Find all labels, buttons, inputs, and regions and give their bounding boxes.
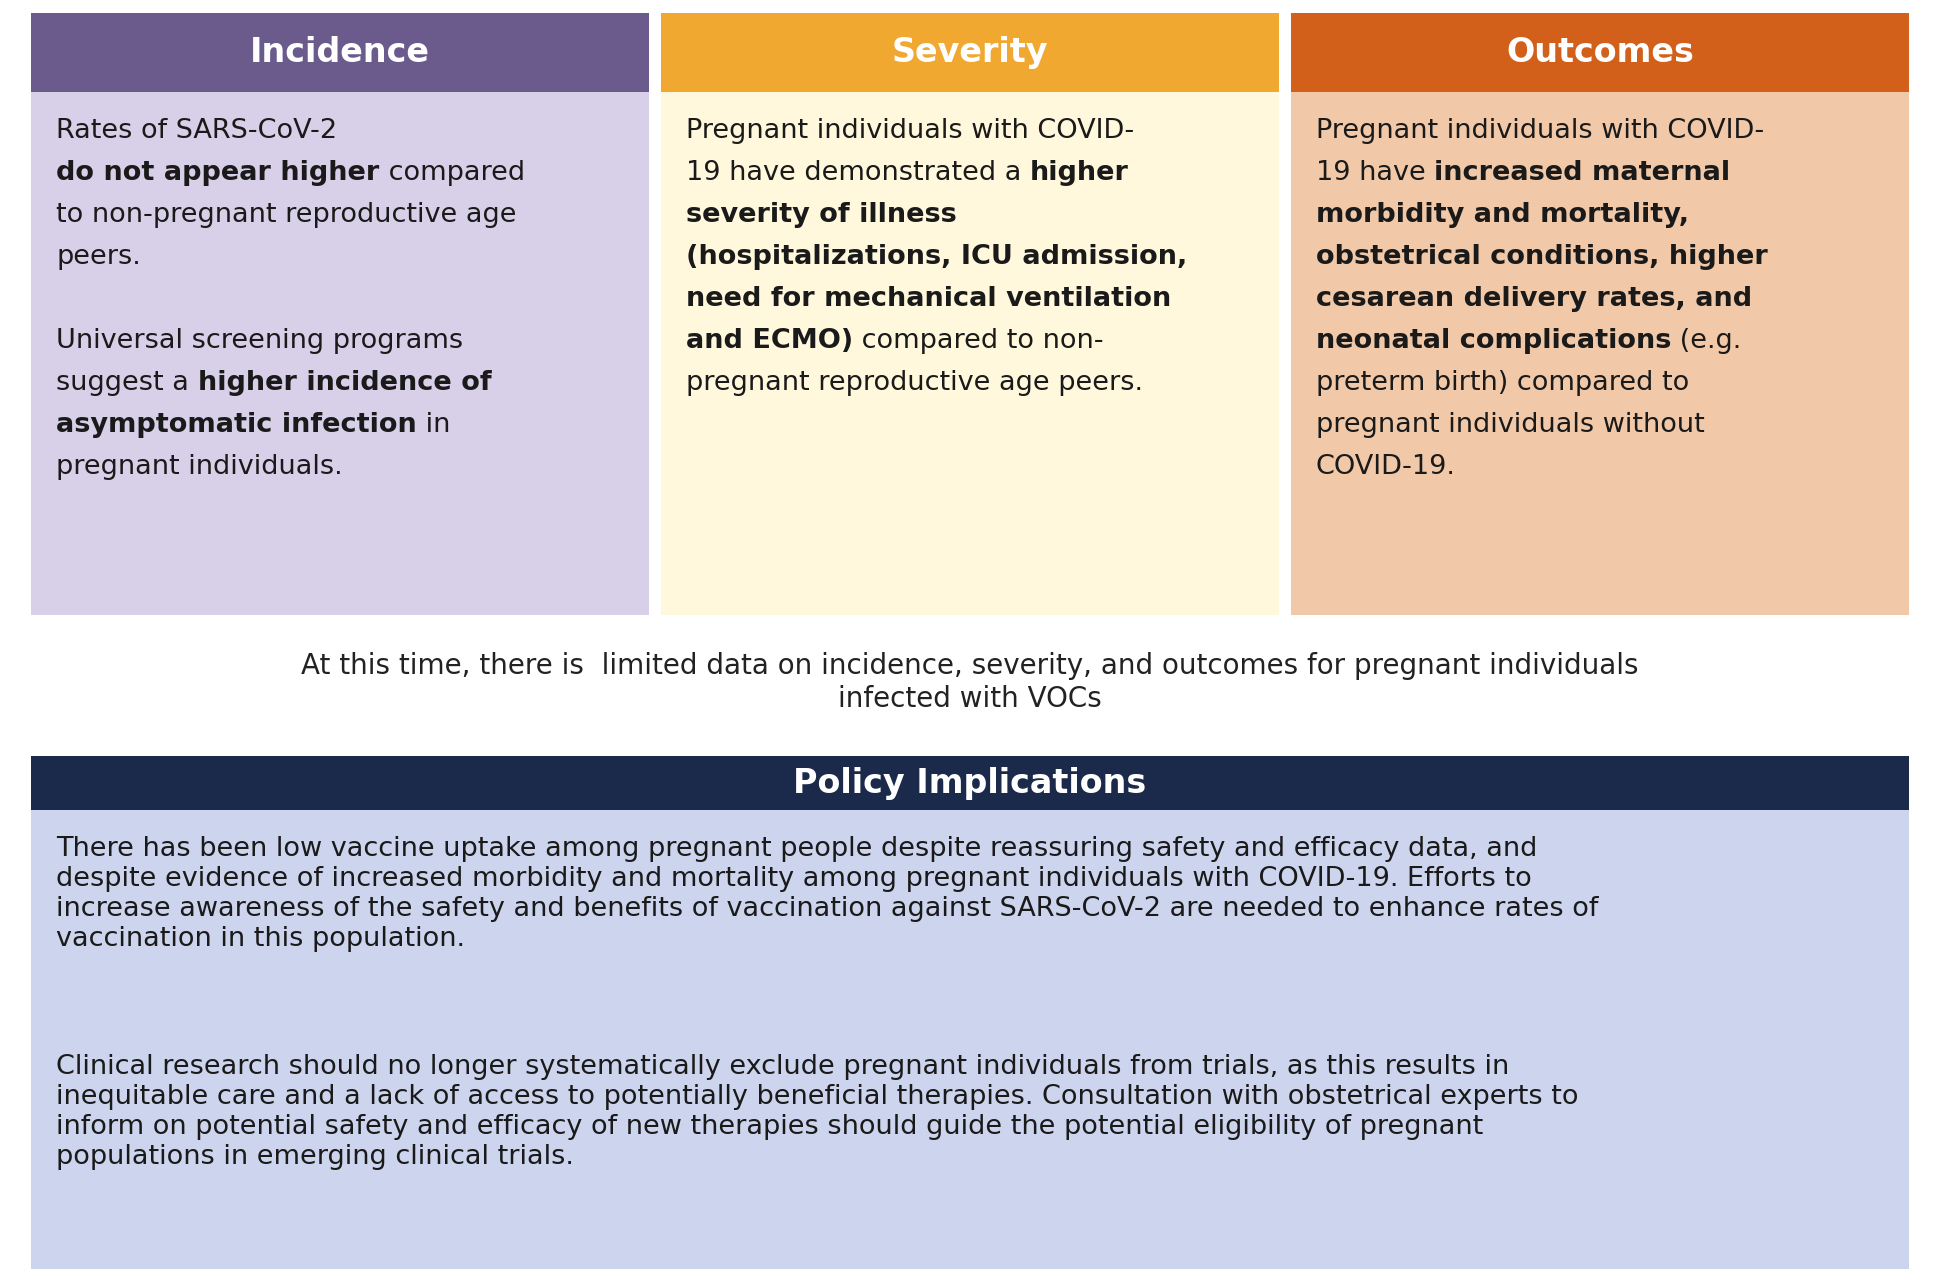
Text: neonatal complications: neonatal complications xyxy=(1315,328,1671,354)
Text: There has been low vaccine uptake among pregnant people despite reassuring safet: There has been low vaccine uptake among … xyxy=(56,836,1598,951)
Bar xyxy=(1289,92,1908,615)
Text: 19 have demonstrated a: 19 have demonstrated a xyxy=(686,160,1030,186)
Text: Rates of SARS-CoV-2: Rates of SARS-CoV-2 xyxy=(56,118,337,144)
Text: need for mechanical ventilation: need for mechanical ventilation xyxy=(686,286,1171,312)
Text: higher incidence of: higher incidence of xyxy=(198,369,491,396)
Bar xyxy=(31,810,1908,1269)
Text: obstetrical conditions, higher: obstetrical conditions, higher xyxy=(1315,244,1766,271)
Bar xyxy=(661,13,1278,92)
Bar xyxy=(1289,13,1908,92)
Text: Universal screening programs: Universal screening programs xyxy=(56,328,463,354)
Text: asymptomatic infection: asymptomatic infection xyxy=(56,412,417,437)
Text: cesarean delivery rates, and: cesarean delivery rates, and xyxy=(1315,286,1751,312)
Text: do not appear higher: do not appear higher xyxy=(56,160,380,186)
Bar xyxy=(0,615,1939,750)
Text: higher: higher xyxy=(1030,160,1128,186)
Bar xyxy=(31,13,650,92)
Text: morbidity and mortality,: morbidity and mortality, xyxy=(1315,201,1689,228)
Text: and ECMO): and ECMO) xyxy=(686,328,853,354)
Text: peers.: peers. xyxy=(56,244,142,271)
Text: Policy Implications: Policy Implications xyxy=(793,767,1146,800)
Text: severity of illness: severity of illness xyxy=(686,201,956,228)
Text: pregnant individuals without: pregnant individuals without xyxy=(1315,412,1704,437)
Text: compared: compared xyxy=(380,160,524,186)
Text: Pregnant individuals with COVID-: Pregnant individuals with COVID- xyxy=(686,118,1134,144)
Text: COVID-19.: COVID-19. xyxy=(1315,454,1454,479)
Text: suggest a: suggest a xyxy=(56,369,198,396)
Text: 19 have: 19 have xyxy=(1315,160,1433,186)
Text: in: in xyxy=(417,412,450,437)
Text: to non-pregnant reproductive age: to non-pregnant reproductive age xyxy=(56,201,516,228)
Text: pregnant individuals.: pregnant individuals. xyxy=(56,454,343,479)
Bar xyxy=(661,92,1278,615)
Bar xyxy=(31,92,650,615)
Text: pregnant reproductive age peers.: pregnant reproductive age peers. xyxy=(686,369,1142,396)
Text: Outcomes: Outcomes xyxy=(1505,36,1693,69)
Text: preterm birth) compared to: preterm birth) compared to xyxy=(1315,369,1689,396)
Text: compared to non-: compared to non- xyxy=(853,328,1103,354)
Text: Severity: Severity xyxy=(892,36,1047,69)
Bar xyxy=(31,756,1908,810)
Text: increased maternal: increased maternal xyxy=(1433,160,1730,186)
Text: Pregnant individuals with COVID-: Pregnant individuals with COVID- xyxy=(1315,118,1763,144)
Text: At this time, there is  limited data on incidence, severity, and outcomes for pr: At this time, there is limited data on i… xyxy=(301,653,1638,713)
Text: Clinical research should no longer systematically exclude pregnant individuals f: Clinical research should no longer syste… xyxy=(56,1054,1578,1170)
Text: Incidence: Incidence xyxy=(250,36,430,69)
Text: (e.g.: (e.g. xyxy=(1671,328,1741,354)
Text: (hospitalizations, ICU admission,: (hospitalizations, ICU admission, xyxy=(686,244,1187,271)
